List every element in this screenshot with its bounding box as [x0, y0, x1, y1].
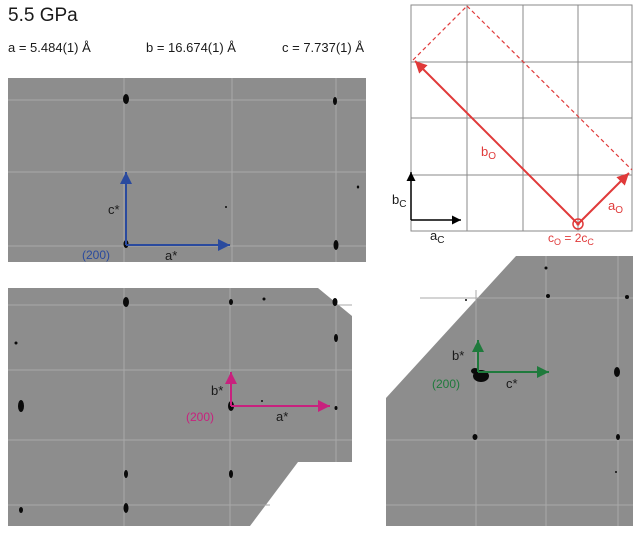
lattice-param-c: c = 7.737(1) Å — [282, 40, 365, 55]
schematic-a-o-arrow — [577, 172, 630, 225]
schematic-c-o-label: cO = 2cC — [548, 231, 594, 247]
schematic-c-o-dot — [576, 222, 580, 226]
diffraction-panel-bottom-right: b* c* (200) — [386, 256, 633, 526]
panel1-reflection-label: (200) — [82, 248, 110, 262]
panel3-reflection-label: (200) — [432, 377, 460, 391]
diffraction-panel-bottom-left: b* a* (200) — [8, 288, 352, 526]
schematic-c-o-marker — [572, 218, 584, 230]
pressure-title: 5.5 GPa — [8, 5, 78, 26]
lattice-schematic: bC aC bO aO cO = 2cC — [392, 4, 633, 247]
diffraction-panel-top-left: c* a* (200) — [8, 78, 366, 263]
schematic-a-c-label: aC — [430, 228, 444, 246]
panel1-axis-y-label: c* — [108, 202, 120, 217]
panel1-axis-x-label: a* — [165, 248, 177, 263]
panel3-axis-y-label: b* — [452, 348, 464, 363]
schematic-dashed-edge-2 — [466, 5, 633, 171]
panel3-axis-x-label: c* — [506, 376, 518, 391]
panel2-reflections — [14, 297, 338, 513]
panel3-grid — [386, 256, 633, 526]
schematic-b-o-arrow — [414, 60, 579, 225]
schematic-a-o-label: aO — [608, 198, 623, 216]
schematic-grid — [411, 5, 632, 231]
schematic-b-c-label: bC — [392, 192, 406, 210]
panel2-axis-y-label: b* — [211, 383, 223, 398]
panel2-axis-x-label: a* — [276, 409, 288, 424]
schematic-b-o-label: bO — [481, 144, 496, 162]
lattice-param-b: b = 16.674(1) Å — [146, 40, 236, 55]
schematic-dashed-edge-1 — [412, 5, 468, 61]
panel2-reflection-label: (200) — [186, 410, 214, 424]
lattice-param-a: a = 5.484(1) Å — [8, 40, 91, 55]
